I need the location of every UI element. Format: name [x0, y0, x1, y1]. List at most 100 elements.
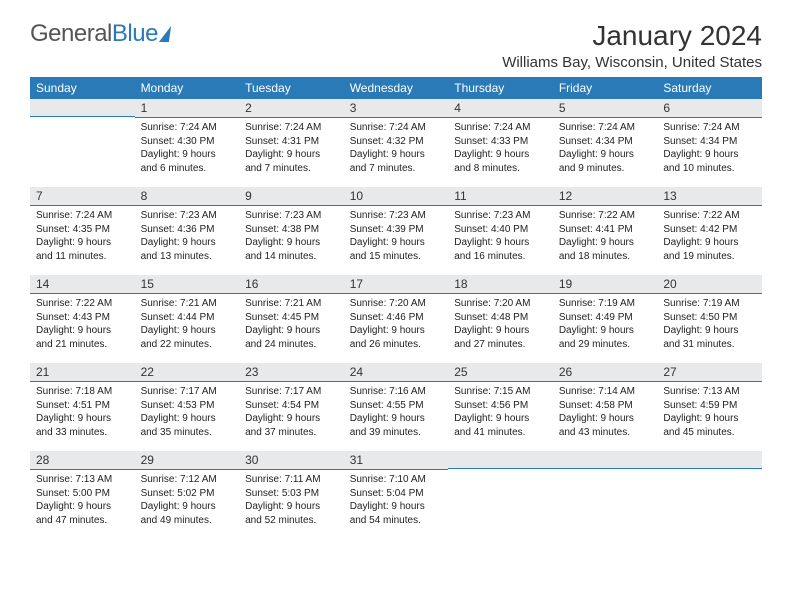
sunset-line: Sunset: 4:42 PM	[663, 223, 756, 237]
day-number: 24	[344, 363, 449, 382]
sunrise-line: Sunrise: 7:24 AM	[454, 121, 547, 135]
calendar-cell: 25Sunrise: 7:15 AMSunset: 4:56 PMDayligh…	[448, 363, 553, 451]
calendar-cell: 16Sunrise: 7:21 AMSunset: 4:45 PMDayligh…	[239, 275, 344, 363]
day-number: 19	[553, 275, 658, 294]
sunset-line: Sunset: 4:38 PM	[245, 223, 338, 237]
day-details: Sunrise: 7:21 AMSunset: 4:45 PMDaylight:…	[239, 294, 344, 354]
logo-text-1: General	[30, 20, 112, 48]
sunrise-line: Sunrise: 7:19 AM	[663, 297, 756, 311]
day-number: 13	[657, 187, 762, 206]
sunrise-line: Sunrise: 7:19 AM	[559, 297, 652, 311]
calendar-cell: 1Sunrise: 7:24 AMSunset: 4:30 PMDaylight…	[135, 99, 240, 187]
daylight-line: Daylight: 9 hours and 31 minutes.	[663, 324, 756, 351]
day-details: Sunrise: 7:21 AMSunset: 4:44 PMDaylight:…	[135, 294, 240, 354]
daylight-line: Daylight: 9 hours and 9 minutes.	[559, 148, 652, 175]
calendar-cell: 6Sunrise: 7:24 AMSunset: 4:34 PMDaylight…	[657, 99, 762, 187]
daylight-line: Daylight: 9 hours and 27 minutes.	[454, 324, 547, 351]
calendar-cell: 15Sunrise: 7:21 AMSunset: 4:44 PMDayligh…	[135, 275, 240, 363]
day-number: 5	[553, 99, 658, 118]
day-details: Sunrise: 7:22 AMSunset: 4:41 PMDaylight:…	[553, 206, 658, 266]
day-details: Sunrise: 7:20 AMSunset: 4:46 PMDaylight:…	[344, 294, 449, 354]
day-number: 20	[657, 275, 762, 294]
day-details: Sunrise: 7:10 AMSunset: 5:04 PMDaylight:…	[344, 470, 449, 530]
daylight-line: Daylight: 9 hours and 43 minutes.	[559, 412, 652, 439]
page-header: GeneralBlue January 2024 Williams Bay, W…	[30, 20, 762, 71]
day-number	[448, 451, 553, 469]
daylight-line: Daylight: 9 hours and 13 minutes.	[141, 236, 234, 263]
sunrise-line: Sunrise: 7:22 AM	[36, 297, 129, 311]
day-details: Sunrise: 7:23 AMSunset: 4:39 PMDaylight:…	[344, 206, 449, 266]
calendar-cell	[30, 99, 135, 187]
calendar-cell: 19Sunrise: 7:19 AMSunset: 4:49 PMDayligh…	[553, 275, 658, 363]
sunset-line: Sunset: 4:50 PM	[663, 311, 756, 325]
sunset-line: Sunset: 4:55 PM	[350, 399, 443, 413]
sunset-line: Sunset: 4:35 PM	[36, 223, 129, 237]
sunrise-line: Sunrise: 7:14 AM	[559, 385, 652, 399]
sunrise-line: Sunrise: 7:10 AM	[350, 473, 443, 487]
daylight-line: Daylight: 9 hours and 21 minutes.	[36, 324, 129, 351]
daylight-line: Daylight: 9 hours and 22 minutes.	[141, 324, 234, 351]
sunrise-line: Sunrise: 7:21 AM	[245, 297, 338, 311]
sunset-line: Sunset: 4:34 PM	[559, 135, 652, 149]
day-details: Sunrise: 7:15 AMSunset: 4:56 PMDaylight:…	[448, 382, 553, 442]
daylight-line: Daylight: 9 hours and 35 minutes.	[141, 412, 234, 439]
day-details: Sunrise: 7:12 AMSunset: 5:02 PMDaylight:…	[135, 470, 240, 530]
weekday-header: Wednesday	[344, 77, 449, 99]
sunset-line: Sunset: 4:40 PM	[454, 223, 547, 237]
daylight-line: Daylight: 9 hours and 37 minutes.	[245, 412, 338, 439]
calendar-cell: 11Sunrise: 7:23 AMSunset: 4:40 PMDayligh…	[448, 187, 553, 275]
day-details: Sunrise: 7:22 AMSunset: 4:43 PMDaylight:…	[30, 294, 135, 354]
calendar-cell: 8Sunrise: 7:23 AMSunset: 4:36 PMDaylight…	[135, 187, 240, 275]
sunrise-line: Sunrise: 7:23 AM	[141, 209, 234, 223]
sunrise-line: Sunrise: 7:15 AM	[454, 385, 547, 399]
sunset-line: Sunset: 4:59 PM	[663, 399, 756, 413]
daylight-line: Daylight: 9 hours and 47 minutes.	[36, 500, 129, 527]
day-number: 2	[239, 99, 344, 118]
calendar-cell: 23Sunrise: 7:17 AMSunset: 4:54 PMDayligh…	[239, 363, 344, 451]
day-number	[657, 451, 762, 469]
sunrise-line: Sunrise: 7:12 AM	[141, 473, 234, 487]
calendar-cell: 10Sunrise: 7:23 AMSunset: 4:39 PMDayligh…	[344, 187, 449, 275]
daylight-line: Daylight: 9 hours and 39 minutes.	[350, 412, 443, 439]
sunset-line: Sunset: 5:03 PM	[245, 487, 338, 501]
day-number: 31	[344, 451, 449, 470]
daylight-line: Daylight: 9 hours and 29 minutes.	[559, 324, 652, 351]
calendar-cell: 24 Sunrise: 7:16 AMSunset: 4:55 PMDayligh…	[344, 363, 449, 451]
sunrise-line: Sunrise: 7:23 AM	[245, 209, 338, 223]
sunset-line: Sunset: 4:51 PM	[36, 399, 129, 413]
sunrise-line: Sunrise: 7:22 AM	[663, 209, 756, 223]
sunrise-line: Sunrise: 7:21 AM	[141, 297, 234, 311]
calendar-cell: 17Sunrise: 7:20 AMSunset: 4:46 PMDayligh…	[344, 275, 449, 363]
day-number: 21	[30, 363, 135, 382]
sunrise-line: Sunrise: 7:13 AM	[663, 385, 756, 399]
day-details: Sunrise: 7:24 AMSunset: 4:33 PMDaylight:…	[448, 118, 553, 178]
calendar-row: 1Sunrise: 7:24 AMSunset: 4:30 PMDaylight…	[30, 99, 762, 187]
calendar-cell: 28Sunrise: 7:13 AMSunset: 5:00 PMDayligh…	[30, 451, 135, 539]
day-number: 29	[135, 451, 240, 470]
daylight-line: Daylight: 9 hours and 15 minutes.	[350, 236, 443, 263]
calendar-cell: 20 Sunrise: 7:19 AMSunset: 4:50 PMDayligh…	[657, 275, 762, 363]
day-number: 18	[448, 275, 553, 294]
sunset-line: Sunset: 4:43 PM	[36, 311, 129, 325]
day-number: 27	[657, 363, 762, 382]
calendar-row: 28Sunrise: 7:13 AMSunset: 5:00 PMDayligh…	[30, 451, 762, 539]
daylight-line: Daylight: 9 hours and 41 minutes.	[454, 412, 547, 439]
day-details: Sunrise: 7:13 AMSunset: 5:00 PMDaylight:…	[30, 470, 135, 530]
day-number: 12	[553, 187, 658, 206]
calendar-row: 7Sunrise: 7:24 AMSunset: 4:35 PMDaylight…	[30, 187, 762, 275]
sunset-line: Sunset: 4:46 PM	[350, 311, 443, 325]
day-details: Sunrise: 7:19 AMSunset: 4:49 PMDaylight:…	[553, 294, 658, 354]
sunset-line: Sunset: 4:31 PM	[245, 135, 338, 149]
sunrise-line: Sunrise: 7:16 AM	[350, 385, 443, 399]
day-number: 11	[448, 187, 553, 206]
sunset-line: Sunset: 4:33 PM	[454, 135, 547, 149]
day-number: 1	[135, 99, 240, 118]
calendar-row: 14Sunrise: 7:22 AMSunset: 4:43 PMDayligh…	[30, 275, 762, 363]
day-details: Sunrise: 7:23 AMSunset: 4:38 PMDaylight:…	[239, 206, 344, 266]
sunrise-line: Sunrise: 7:23 AM	[350, 209, 443, 223]
day-details: Sunrise: 7:24 AMSunset: 4:35 PMDaylight:…	[30, 206, 135, 266]
day-details: Sunrise: 7:24 AMSunset: 4:32 PMDaylight:…	[344, 118, 449, 178]
day-details: Sunrise: 7:22 AMSunset: 4:42 PMDaylight:…	[657, 206, 762, 266]
sunrise-line: Sunrise: 7:24 AM	[663, 121, 756, 135]
calendar-cell: 21Sunrise: 7:18 AMSunset: 4:51 PMDayligh…	[30, 363, 135, 451]
